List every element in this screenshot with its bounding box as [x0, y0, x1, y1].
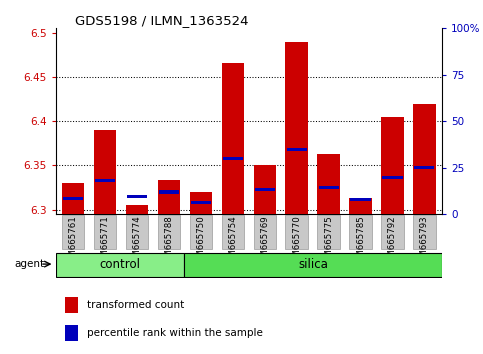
FancyBboxPatch shape	[62, 215, 85, 249]
Text: percentile rank within the sample: percentile rank within the sample	[86, 328, 262, 338]
Bar	[383, 176, 402, 179]
Bar	[381, 117, 404, 214]
Bar	[65, 325, 78, 341]
Bar	[190, 192, 212, 214]
FancyBboxPatch shape	[413, 215, 436, 249]
Text: GDS5198 / ILMN_1363524: GDS5198 / ILMN_1363524	[75, 14, 248, 27]
Bar	[94, 130, 116, 214]
Bar	[62, 183, 85, 214]
Bar	[126, 205, 148, 214]
Bar	[63, 197, 83, 200]
FancyBboxPatch shape	[381, 215, 404, 249]
Text: GSM665775: GSM665775	[324, 216, 333, 268]
FancyBboxPatch shape	[56, 253, 185, 276]
Bar	[223, 157, 243, 160]
Text: GSM665750: GSM665750	[197, 216, 205, 268]
FancyBboxPatch shape	[285, 215, 308, 249]
Bar	[95, 179, 115, 182]
Bar	[159, 190, 179, 194]
FancyBboxPatch shape	[126, 215, 148, 249]
FancyBboxPatch shape	[190, 215, 212, 249]
Text: GSM665785: GSM665785	[356, 216, 365, 268]
Bar	[349, 198, 372, 214]
Text: transformed count: transformed count	[86, 300, 184, 310]
FancyBboxPatch shape	[94, 215, 116, 249]
Text: GSM665754: GSM665754	[228, 216, 237, 268]
Bar	[65, 297, 78, 313]
Bar	[351, 198, 370, 201]
Bar	[127, 195, 147, 198]
Text: agent: agent	[14, 259, 44, 269]
Bar	[285, 41, 308, 214]
Bar	[254, 166, 276, 214]
FancyBboxPatch shape	[222, 215, 244, 249]
Text: GSM665769: GSM665769	[260, 216, 269, 268]
Text: GSM665788: GSM665788	[164, 216, 173, 268]
Text: GSM665774: GSM665774	[132, 216, 142, 268]
Text: GSM665792: GSM665792	[388, 216, 397, 268]
FancyBboxPatch shape	[254, 215, 276, 249]
Bar	[158, 180, 180, 214]
Bar	[413, 104, 436, 214]
Bar	[414, 166, 434, 169]
Bar	[222, 63, 244, 214]
Bar	[286, 148, 307, 151]
Bar	[255, 188, 275, 191]
Text: control: control	[99, 258, 141, 270]
FancyBboxPatch shape	[349, 215, 372, 249]
Text: GSM665770: GSM665770	[292, 216, 301, 268]
Bar	[317, 154, 340, 214]
Text: GSM665771: GSM665771	[100, 216, 110, 268]
Text: GSM665793: GSM665793	[420, 216, 429, 268]
FancyBboxPatch shape	[317, 215, 340, 249]
FancyBboxPatch shape	[158, 215, 180, 249]
FancyBboxPatch shape	[185, 253, 442, 276]
Bar	[191, 201, 211, 204]
Text: GSM665761: GSM665761	[69, 216, 78, 268]
Bar	[318, 186, 339, 189]
Text: silica: silica	[298, 258, 328, 270]
